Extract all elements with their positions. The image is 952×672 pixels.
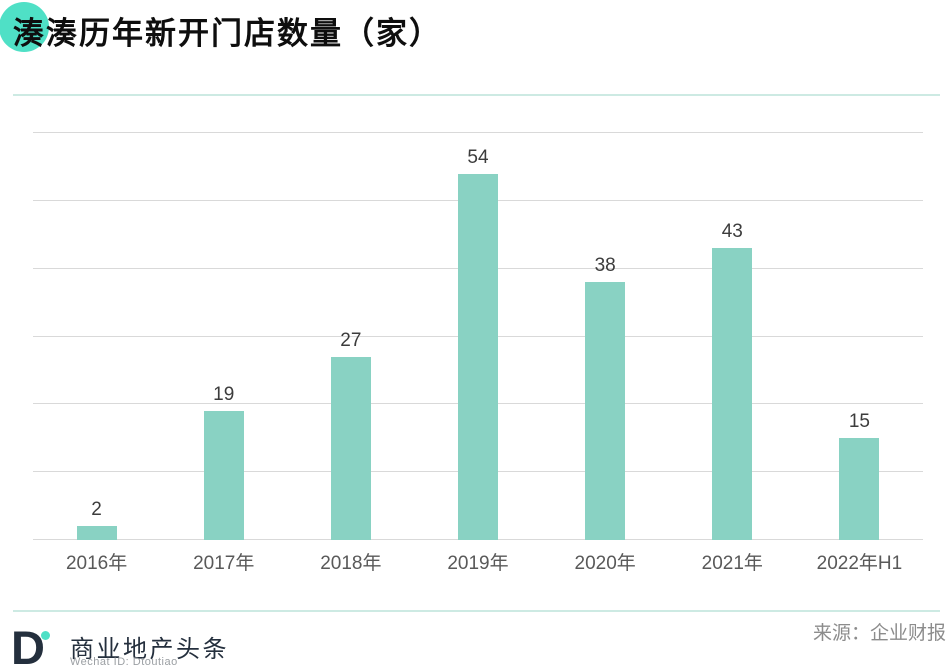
x-axis-label-2016年: 2016年	[65, 553, 128, 574]
x-axis-label-2017年: 2017年	[193, 553, 255, 574]
value-label-2020年: 38	[594, 255, 616, 277]
value-label-2018年: 27	[340, 329, 362, 351]
x-axis-label-2018年: 2018年	[320, 553, 382, 574]
bar-2016年	[76, 526, 117, 540]
x-axis-label-2022年H1: 2022年H1	[816, 553, 903, 574]
bar-2018年	[330, 356, 371, 540]
value-label-2022年H1: 15	[848, 411, 870, 433]
bar-2017年	[203, 411, 244, 540]
source-text: 来源：企业财报	[812, 623, 946, 644]
brand-logo-dot-icon	[41, 631, 50, 640]
brand-wechat-id: Wechat ID: Dtoutiao	[70, 656, 178, 668]
value-label-2017年: 19	[213, 384, 235, 406]
bar-2019年	[458, 173, 498, 540]
bar-2020年	[585, 282, 626, 540]
brand-logo-letter: D	[11, 621, 45, 672]
value-label-2021年: 43	[721, 221, 743, 243]
bar-2021年	[712, 248, 753, 540]
top-separator	[13, 94, 940, 96]
gridline	[33, 132, 923, 133]
bar-2022年H1	[839, 438, 880, 540]
page-title: 湊湊历年新开门店数量（家）	[13, 16, 442, 51]
value-label-2016年: 2	[91, 499, 102, 521]
brand-name: 商业地产头条	[70, 636, 229, 663]
x-axis-label-2019年: 2019年	[447, 553, 509, 574]
value-label-2019年: 54	[467, 146, 489, 168]
bottom-separator	[13, 610, 940, 612]
x-axis-label-2021年: 2021年	[701, 553, 763, 574]
accent-circle	[0, 2, 49, 52]
x-axis-label-2020年: 2020年	[574, 553, 636, 574]
bar-chart-plot-area: 2 2016年 19 2017年 27 2018年 54 2019年 38 2020年 43 2021…	[33, 132, 923, 574]
